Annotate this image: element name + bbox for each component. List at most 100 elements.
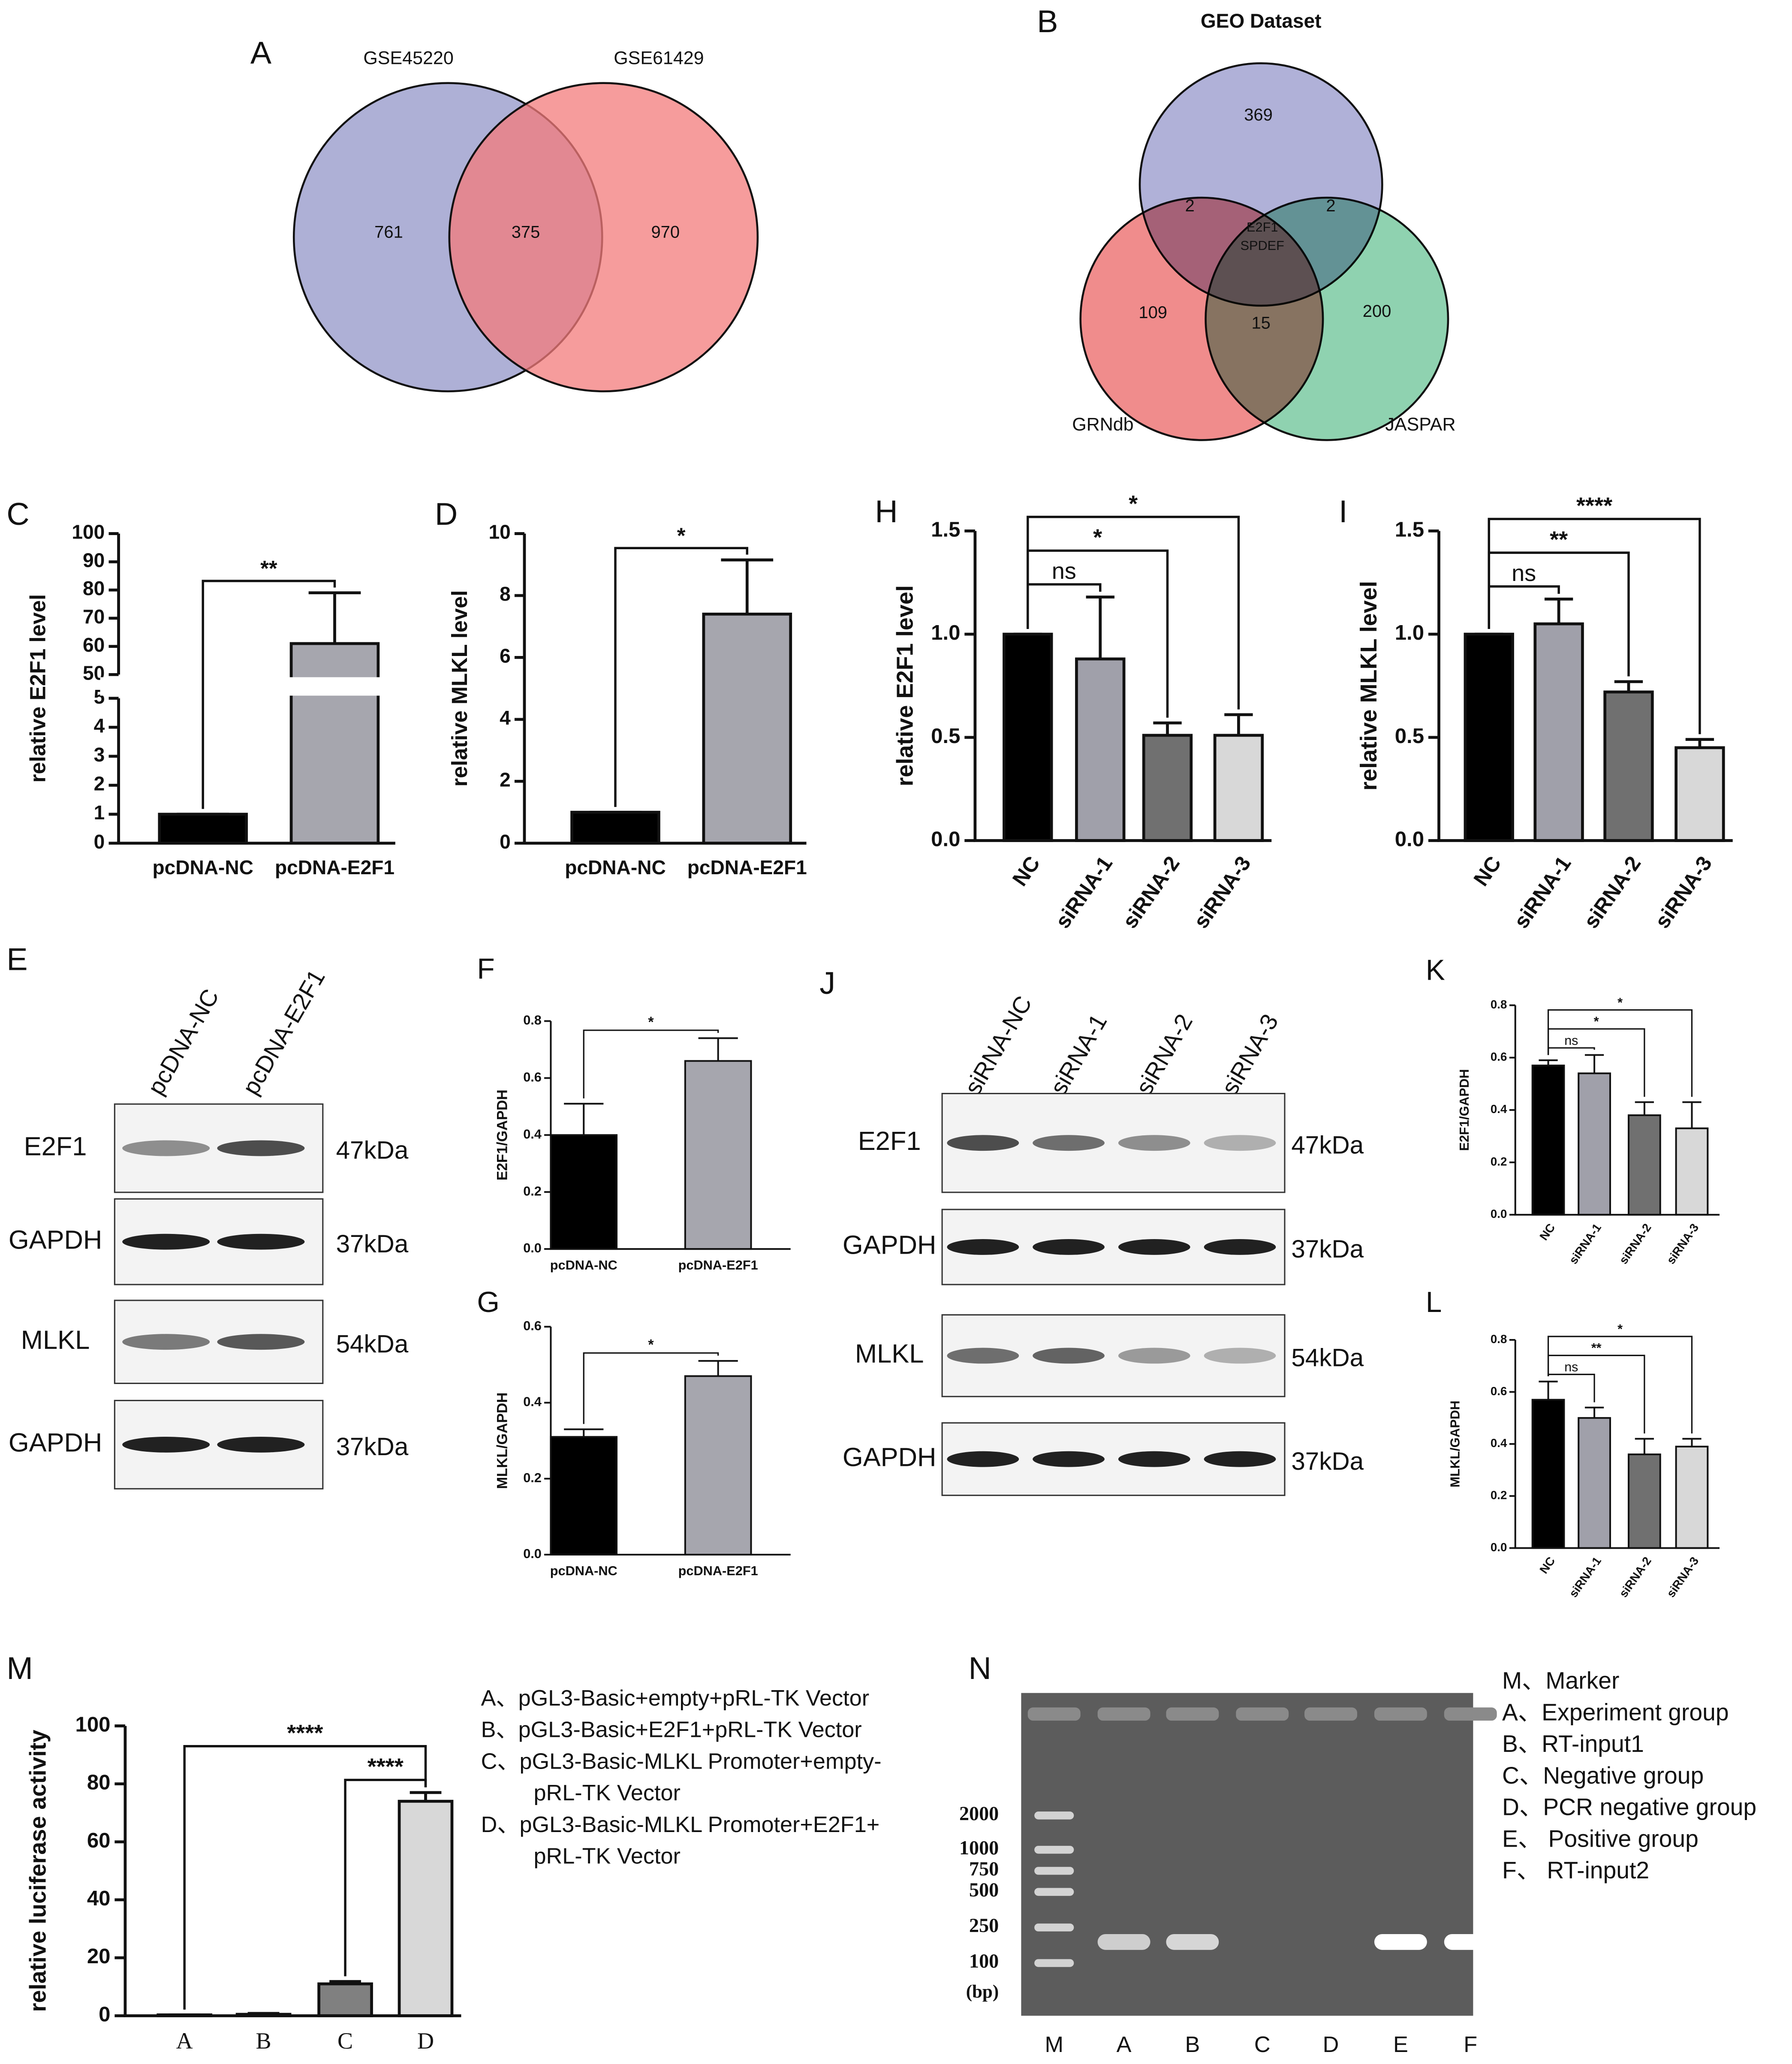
y-tick-label: 0.2 (523, 1183, 542, 1198)
y-tick-label: 20 (87, 1944, 111, 1968)
y-tick-label: 0.0 (523, 1546, 542, 1561)
bar (702, 612, 792, 845)
y-tick-label: 80 (83, 577, 105, 599)
bar (684, 1375, 752, 1556)
well (1444, 1707, 1497, 1721)
panel-letter: C (6, 496, 29, 532)
y-tick-label: 0.8 (523, 1013, 542, 1028)
significance: **** (287, 1720, 323, 1746)
y-tick-label: 0.8 (1491, 998, 1507, 1011)
bar (158, 812, 248, 845)
lane-label: siRNA-3 (1216, 1010, 1283, 1099)
band (1118, 1135, 1190, 1151)
bar (1464, 632, 1514, 842)
bar (1675, 746, 1725, 842)
x-tick-label: siRNA-2 (1118, 852, 1184, 933)
legend-text: D、PCR negative group (1502, 1794, 1756, 1820)
band (217, 1436, 305, 1453)
band (217, 1140, 305, 1156)
x-tick-label: pcDNA-NC (565, 856, 666, 879)
y-tick-label: 60 (83, 634, 105, 656)
bar (1675, 1445, 1709, 1549)
gene: SPDEF (1241, 238, 1284, 253)
error-bar (410, 1791, 442, 1802)
marker-label: 500 (969, 1879, 999, 1901)
panel-letter: J (819, 965, 835, 1001)
lane-label: M (1045, 2032, 1063, 2057)
panel-letter: F (477, 953, 494, 985)
significance: **** (367, 1754, 404, 1780)
x-tick-label: NC (1537, 1221, 1557, 1243)
error-bar (329, 1980, 361, 1984)
legend-text: A、pGL3-Basic+empty+pRL-TK Vector (481, 1686, 870, 1711)
x-tick-label: siRNA-1 (1566, 1221, 1604, 1267)
panel-letter: E (6, 942, 27, 977)
panel-letter: L (1426, 1286, 1442, 1318)
significance: * (1129, 491, 1138, 517)
well (1027, 1707, 1081, 1721)
band (1033, 1135, 1105, 1151)
error-bar (698, 1037, 738, 1061)
y-axis-label: E2F1/GAPDH (1457, 1069, 1472, 1151)
x-tick-label: pcDNA-NC (550, 1258, 617, 1273)
y-axis-label: relative E2F1 level (26, 594, 50, 783)
size-label: 47kDa (336, 1137, 409, 1164)
y-tick-label: 1.0 (1395, 621, 1424, 644)
count: 375 (512, 223, 540, 242)
error-bar (1539, 1381, 1558, 1400)
x-tick-label: pcDNA-E2F1 (678, 1258, 758, 1273)
bar (550, 1134, 618, 1250)
band (1118, 1451, 1190, 1467)
bar (1578, 1417, 1611, 1549)
bracket (1027, 515, 1240, 710)
bar (1142, 734, 1193, 842)
band (122, 1140, 210, 1156)
legend-text: C、Negative group (1502, 1762, 1704, 1789)
band (1118, 1348, 1190, 1364)
bar (1531, 1065, 1565, 1216)
count: 15 (1251, 314, 1270, 333)
lane-label: B (1185, 2032, 1200, 2057)
set-label: GSE45220 (363, 48, 453, 69)
x-tick-label: siRNA-3 (1664, 1221, 1701, 1267)
panel-letter: N (969, 1650, 991, 1686)
bar (398, 1799, 454, 2017)
marker-label: 750 (969, 1858, 999, 1880)
ladder-band (1034, 1846, 1074, 1854)
error-bar (247, 2012, 280, 2015)
marker-label: 2000 (959, 1802, 999, 1824)
bar (317, 1982, 373, 2017)
bar (1075, 657, 1126, 842)
x-tick-label: D (417, 2028, 434, 2054)
y-tick-label: 0 (99, 2002, 110, 2026)
y-tick-label: 2 (500, 768, 511, 791)
significance: * (648, 1014, 654, 1030)
lane-label: F (1464, 2032, 1477, 2057)
error-bar (564, 1428, 604, 1437)
band (1118, 1239, 1190, 1255)
ladder-band (1034, 1811, 1074, 1820)
size-label: 54kDa (336, 1330, 409, 1358)
x-tick-label: siRNA-2 (1617, 1221, 1654, 1267)
y-tick-label: 100 (75, 1712, 110, 1736)
error-bar (308, 591, 361, 644)
x-tick-label: C (337, 2028, 353, 2054)
protein-label: E2F1 (24, 1131, 87, 1161)
y-tick-label: 0.6 (1491, 1050, 1507, 1063)
y-tick-label: 8 (500, 583, 511, 605)
count: 109 (1138, 303, 1167, 322)
y-tick-label: 6 (500, 645, 511, 667)
y-tick-label: 0.2 (1491, 1155, 1507, 1168)
panel-letter: K (1426, 954, 1445, 987)
bar (289, 642, 380, 845)
y-axis-label: relative luciferase activity (25, 1730, 51, 2012)
significance: * (1617, 995, 1623, 1010)
lane-label: C (1254, 2032, 1271, 2057)
error-bar (1682, 1101, 1702, 1128)
y-tick-label: 70 (83, 605, 105, 628)
y-tick-label: 0 (94, 830, 105, 853)
bracket (583, 1029, 719, 1098)
venn-circle (448, 82, 759, 393)
set-label: JASPAR (1385, 414, 1455, 435)
band (1033, 1348, 1105, 1364)
